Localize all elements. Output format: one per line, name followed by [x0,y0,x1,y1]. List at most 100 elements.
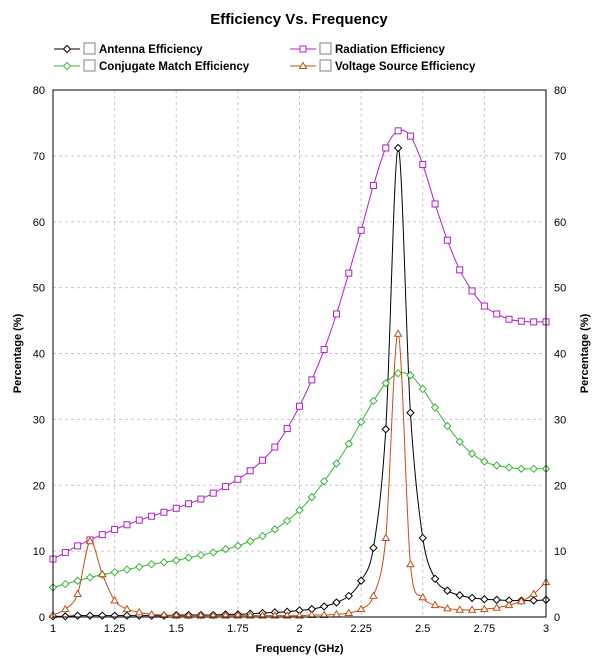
data-point-voltage-source-efficiency [480,604,489,613]
data-point-conjugate-match-efficiency [172,556,181,565]
data-point-conjugate-match-efficiency [455,437,464,446]
y-tick-label-right: 60 [554,217,566,229]
data-point-antenna-efficiency [418,533,427,543]
legend-label: Conjugate Match Efficiency [99,61,250,73]
data-point-radiation-efficiency [382,144,390,152]
y-axis-label-left: Percentage (%) [12,313,24,393]
legend-checkbox[interactable] [83,59,96,72]
x-tick-label: 2.5 [415,623,430,635]
data-point-antenna-efficiency [406,408,415,417]
data-point-voltage-source-efficiency [430,600,440,609]
data-point-conjugate-match-efficiency [443,421,452,431]
data-point-radiation-efficiency [246,467,254,475]
data-point-radiation-efficiency [74,542,82,550]
legend-checkbox[interactable] [83,42,96,55]
data-point-antenna-efficiency [455,591,464,600]
data-point-conjugate-match-efficiency [504,463,514,472]
data-point-voltage-source-efficiency [307,610,317,619]
legend-marker [62,61,72,71]
series-conjugate-match-efficiency [48,369,551,592]
y-tick-label-left: 70 [33,151,45,163]
legend-marker [298,61,308,69]
data-point-voltage-source-efficiency [356,604,366,613]
data-point-antenna-efficiency [369,543,378,553]
data-point-voltage-source-efficiency [73,589,83,597]
data-point-voltage-source-efficiency [381,533,391,541]
data-point-antenna-efficiency [492,595,501,605]
data-point-voltage-source-efficiency [443,603,452,612]
data-point-conjugate-match-efficiency [418,384,427,394]
grid-lines [53,90,546,617]
data-point-radiation-efficiency [406,132,414,140]
legend-checkbox[interactable] [319,59,332,72]
data-point-voltage-source-efficiency [97,569,107,578]
data-point-conjugate-match-efficiency [369,396,378,406]
x-tick-label: 1.5 [169,623,184,635]
data-point-antenna-efficiency [73,611,82,620]
legend-entry-conjugate-match-efficiency: Conjugate Match Efficiency [54,59,250,73]
data-point-radiation-efficiency [271,443,279,451]
data-point-conjugate-match-efficiency [393,369,403,378]
data-point-antenna-efficiency [98,611,107,620]
y-tick-label-right: 40 [554,349,566,361]
data-point-conjugate-match-efficiency [159,558,169,567]
x-tick-label: 2.75 [474,623,495,635]
data-point-conjugate-match-efficiency [184,553,193,562]
legend-label: Radiation Efficiency [335,44,446,56]
x-tick-label: 1.75 [227,623,248,635]
data-point-conjugate-match-efficiency [406,371,415,380]
data-point-voltage-source-efficiency [504,600,514,609]
x-tick-label: 1 [50,623,56,635]
data-point-radiation-efficiency [443,236,451,244]
data-point-conjugate-match-efficiency [282,516,292,526]
y-tick-label-left: 0 [39,612,45,624]
data-point-antenna-efficiency [393,143,403,153]
y-tick-label-right: 50 [554,283,566,295]
data-point-radiation-efficiency [345,269,353,277]
data-point-radiation-efficiency [468,287,476,295]
x-tick-label: 1.25 [104,623,125,635]
legend: Antenna Efficiency Radiation Efficiency Co… [54,42,476,73]
data-point-radiation-efficiency [185,500,193,508]
data-point-antenna-efficiency [430,574,440,583]
plot-area-frame [52,89,547,618]
data-point-conjugate-match-efficiency [209,548,218,557]
y-tick-label-left: 20 [33,480,45,492]
data-point-conjugate-match-efficiency [270,525,280,534]
y-tick-label-right: 30 [554,414,566,426]
data-point-antenna-efficiency [344,591,354,601]
y-tick-label-left: 10 [33,546,45,558]
y-tick-label-left: 50 [33,283,45,295]
data-point-antenna-efficiency [381,425,390,434]
legend-entry-antenna-efficiency: Antenna Efficiency [54,42,203,56]
data-point-voltage-source-efficiency [159,610,169,619]
data-point-conjugate-match-efficiency [73,576,82,585]
data-point-radiation-efficiency [296,402,303,410]
x-tick-label: 3 [543,623,549,635]
x-tick-label: 2.25 [350,623,371,635]
data-point-conjugate-match-efficiency [122,565,132,574]
data-point-radiation-efficiency [209,489,217,497]
data-point-radiation-efficiency [456,266,464,274]
data-point-conjugate-match-efficiency [307,492,317,502]
data-point-radiation-efficiency [357,226,365,234]
legend-entry-voltage-source-efficiency: Voltage Source Efficiency [290,59,476,73]
data-point-conjugate-match-efficiency [85,573,95,582]
data-point-antenna-efficiency [85,611,95,620]
data-point-radiation-efficiency [98,531,106,539]
data-point-voltage-source-efficiency [492,603,502,611]
data-point-voltage-source-efficiency [418,592,428,601]
data-point-radiation-efficiency [320,346,328,354]
data-point-conjugate-match-efficiency [295,506,304,515]
data-point-voltage-source-efficiency [369,591,378,599]
data-point-radiation-efficiency [332,310,340,318]
data-point-antenna-efficiency [480,595,489,604]
data-point-radiation-efficiency [222,483,230,491]
legend-checkbox[interactable] [319,42,332,55]
data-point-radiation-efficiency [61,548,69,556]
y-tick-label-right: 10 [554,546,566,558]
data-point-conjugate-match-efficiency [430,403,440,412]
data-point-voltage-source-efficiency [516,596,526,605]
data-point-radiation-efficiency [123,521,131,529]
